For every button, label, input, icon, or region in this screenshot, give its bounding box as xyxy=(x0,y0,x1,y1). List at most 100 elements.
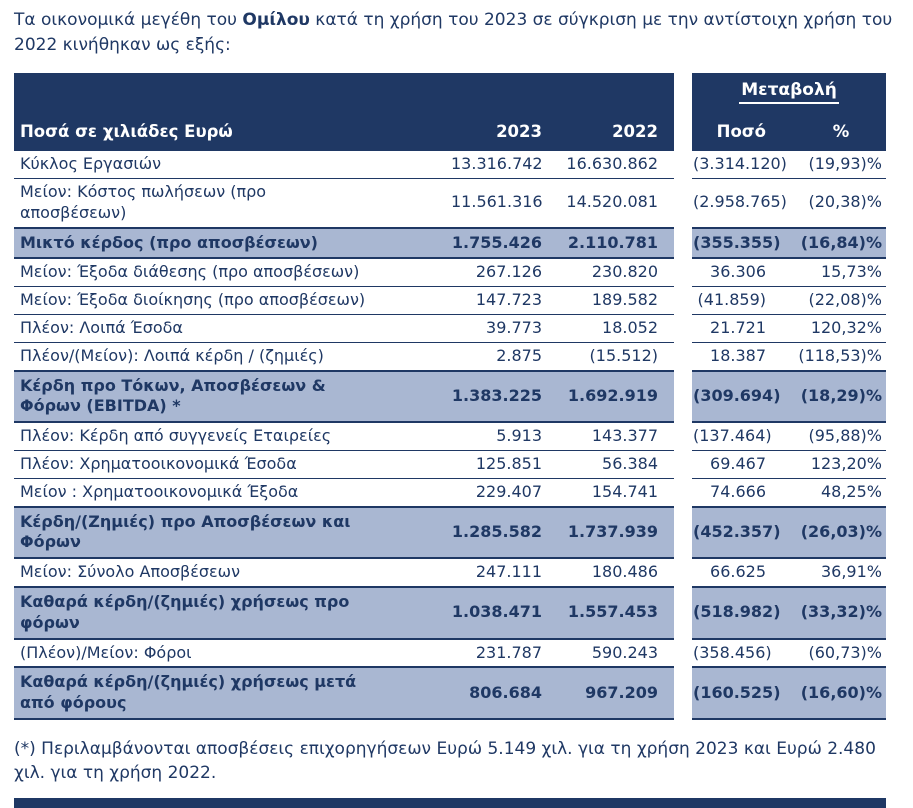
row-label: Κύκλος Εργασιών xyxy=(14,151,450,180)
column-gap xyxy=(674,258,692,287)
value-2022: 14.520.081 xyxy=(562,178,674,229)
table-row-total: Καθαρά κέρδη/(ζημιές) χρήσεως μετά από φ… xyxy=(14,666,886,721)
value-2022: 1.737.939 xyxy=(562,505,674,560)
change-amount: (160.525) xyxy=(692,666,796,721)
table-body: Κύκλος Εργασιών 13.316.742 16.630.862 (3… xyxy=(14,151,886,721)
change-percent: (20,38)% xyxy=(796,178,886,229)
change-percent: (22,08)% xyxy=(796,286,886,316)
change-header-label: Μεταβολή xyxy=(739,80,839,105)
table-row-total: Μικτό κέρδος (προ αποσβέσεων) 1.755.426 … xyxy=(14,226,886,260)
footnote: (*) Περιλαμβάνονται αποσβέσεις επιχορηγή… xyxy=(14,739,876,783)
column-gap xyxy=(674,314,692,343)
value-2022: 180.486 xyxy=(562,558,674,588)
intro-paragraph: Τα οικονομικά μεγέθη του Ομίλου κατά τη … xyxy=(14,8,898,57)
column-gap xyxy=(674,638,692,668)
column-gap xyxy=(674,478,692,507)
value-2023: 11.561.316 xyxy=(450,178,562,229)
row-label: Μείον : Χρηματοοικονομικά Έξοδα xyxy=(14,478,450,508)
change-amount: (41.859) xyxy=(692,286,796,316)
column-gap xyxy=(674,370,692,423)
change-amount: (3.314.120) xyxy=(692,151,796,180)
table-row: Μείον: Κόστος πωλήσεων (προ αποσβέσεων) … xyxy=(14,178,886,229)
change-percent: (16,60)% xyxy=(796,666,886,721)
row-label: Μείον: Σύνολο Αποσβέσεων xyxy=(14,558,450,588)
value-2022: 967.209 xyxy=(562,666,674,721)
column-gap xyxy=(674,450,692,479)
table-row: Πλέον: Χρηματοοικονομικά Έσοδα 125.851 5… xyxy=(14,450,886,479)
row-label: Καθαρά κέρδη/(ζημιές) χρήσεως μετά από φ… xyxy=(14,666,450,721)
change-amount: (518.982) xyxy=(692,586,796,640)
value-2022: 56.384 xyxy=(562,450,674,479)
change-amount: 69.467 xyxy=(692,450,796,479)
change-percent: (18,29)% xyxy=(796,369,886,424)
column-gap xyxy=(674,342,692,371)
change-percent: 48,25% xyxy=(796,478,886,508)
value-2022: 18.052 xyxy=(562,314,674,343)
change-amount: (452.357) xyxy=(692,505,796,560)
value-2022: 590.243 xyxy=(562,638,674,668)
change-amount: 36.306 xyxy=(692,258,796,288)
col-header-2022: 2022 xyxy=(562,105,674,152)
change-header: Μεταβολή xyxy=(692,73,886,106)
intro-prefix: Τα οικονομικά μεγέθη του xyxy=(14,10,243,30)
change-percent: (26,03)% xyxy=(796,505,886,560)
column-gap xyxy=(674,227,692,259)
header-row-change: Μεταβολή xyxy=(14,73,886,106)
column-gap xyxy=(674,558,692,588)
row-label: Μείον: Έξοδα διοίκησης (προ αποσβέσεων) xyxy=(14,286,450,316)
intro-bold-word: Ομίλου xyxy=(242,10,310,30)
value-2023: 1.285.582 xyxy=(450,505,562,560)
value-2023: 13.316.742 xyxy=(450,151,562,180)
value-2023: 267.126 xyxy=(450,258,562,288)
row-label: (Πλέον)/Μείον: Φόροι xyxy=(14,638,450,668)
next-table-header-edge xyxy=(14,797,886,808)
table-row: Πλέον/(Μείον): Λοιπά κέρδη / (ζημιές) 2.… xyxy=(14,342,886,372)
value-2022: 1.557.453 xyxy=(562,586,674,640)
value-2023: 247.111 xyxy=(450,558,562,588)
change-percent: (19,93)% xyxy=(796,151,886,180)
header-spacer xyxy=(14,73,674,106)
table-row: Κύκλος Εργασιών 13.316.742 16.630.862 (3… xyxy=(14,151,886,180)
value-2022: (15.512) xyxy=(562,342,674,372)
value-2023: 231.787 xyxy=(450,638,562,668)
change-amount: 74.666 xyxy=(692,478,796,508)
value-2022: 1.692.919 xyxy=(562,369,674,424)
change-percent: (16,84)% xyxy=(796,226,886,260)
column-gap xyxy=(674,587,692,639)
row-label: Πλέον: Χρηματοοικονομικά Έσοδα xyxy=(14,450,450,479)
change-percent: 15,73% xyxy=(796,258,886,288)
change-percent: (33,32)% xyxy=(796,586,886,640)
table-row: Μείον: Έξοδα διάθεσης (προ αποσβέσεων) 2… xyxy=(14,258,886,288)
row-label: Μικτό κέρδος (προ αποσβέσεων) xyxy=(14,226,450,260)
value-2023: 5.913 xyxy=(450,422,562,452)
row-label: Πλέον: Λοιπά Έσοδα xyxy=(14,314,450,343)
column-gap xyxy=(674,105,692,152)
col-header-label: Ποσά σε χιλιάδες Ευρώ xyxy=(14,105,450,152)
change-percent: 120,32% xyxy=(796,314,886,343)
change-amount: (355.355) xyxy=(692,226,796,260)
intro-suffix: κατά τη χρήση του 2023 σε σύγκριση με τη… xyxy=(14,10,893,55)
column-gap xyxy=(674,422,692,451)
table-row: Μείον: Έξοδα διοίκησης (προ αποσβέσεων) … xyxy=(14,286,886,316)
table-row: Μείον : Χρηματοοικονομικά Έξοδα 229.407 … xyxy=(14,478,886,508)
value-2023: 2.875 xyxy=(450,342,562,372)
value-2022: 143.377 xyxy=(562,422,674,452)
row-label: Πλέον/(Μείον): Λοιπά κέρδη / (ζημιές) xyxy=(14,342,450,372)
row-label: Κέρδη/(Ζημιές) προ Αποσβέσεων και Φόρων xyxy=(14,505,450,560)
table-row: Πλέον: Κέρδη από συγγενείς Εταιρείες 5.9… xyxy=(14,422,886,452)
col-header-2023: 2023 xyxy=(450,105,562,152)
change-percent: (118,53)% xyxy=(796,342,886,372)
value-2023: 39.773 xyxy=(450,314,562,343)
column-gap xyxy=(674,506,692,559)
value-2022: 189.582 xyxy=(562,286,674,316)
value-2023: 147.723 xyxy=(450,286,562,316)
value-2022: 154.741 xyxy=(562,478,674,508)
change-percent: 36,91% xyxy=(796,558,886,588)
row-label: Πλέον: Κέρδη από συγγενείς Εταιρείες xyxy=(14,422,450,452)
value-2022: 16.630.862 xyxy=(562,151,674,180)
change-amount: 21.721 xyxy=(692,314,796,343)
value-2022: 2.110.781 xyxy=(562,226,674,260)
column-gap xyxy=(674,286,692,315)
table-row: Πλέον: Λοιπά Έσοδα 39.773 18.052 21.721 … xyxy=(14,314,886,343)
change-amount: 18.387 xyxy=(692,342,796,372)
